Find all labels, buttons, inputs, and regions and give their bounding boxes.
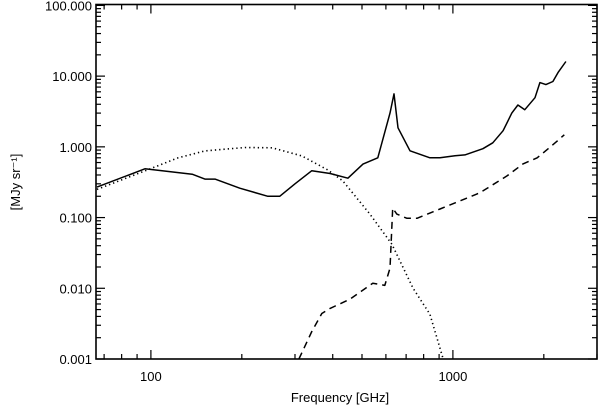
series-solid-line: [96, 61, 567, 198]
plot-frame: [95, 3, 598, 360]
series-lines: [96, 61, 567, 360]
y-tick-label: 1.000: [59, 140, 92, 155]
y-tick-labels: 0.001 0.010 0.100 1.000 10.000 100.000: [45, 0, 92, 367]
series-dashed-line: [298, 134, 565, 360]
y-axis-label: [MJy sr⁻¹]: [8, 154, 23, 211]
y-tick-label: 0.100: [59, 211, 92, 226]
y-tick-label: 0.010: [59, 281, 92, 296]
y-tick-label: 10.000: [52, 69, 92, 84]
y-tick-label: 0.001: [59, 352, 92, 367]
x-tick-label: 100: [140, 369, 162, 384]
x-axis-label: Frequency [GHz]: [291, 390, 389, 405]
y-tick-label: 100.000: [45, 0, 92, 13]
x-tick-label: 1000: [438, 369, 467, 384]
axis-ticks: [96, 4, 598, 360]
x-tick-labels: 100 1000: [140, 369, 467, 384]
series-dotted-line: [96, 146, 444, 359]
